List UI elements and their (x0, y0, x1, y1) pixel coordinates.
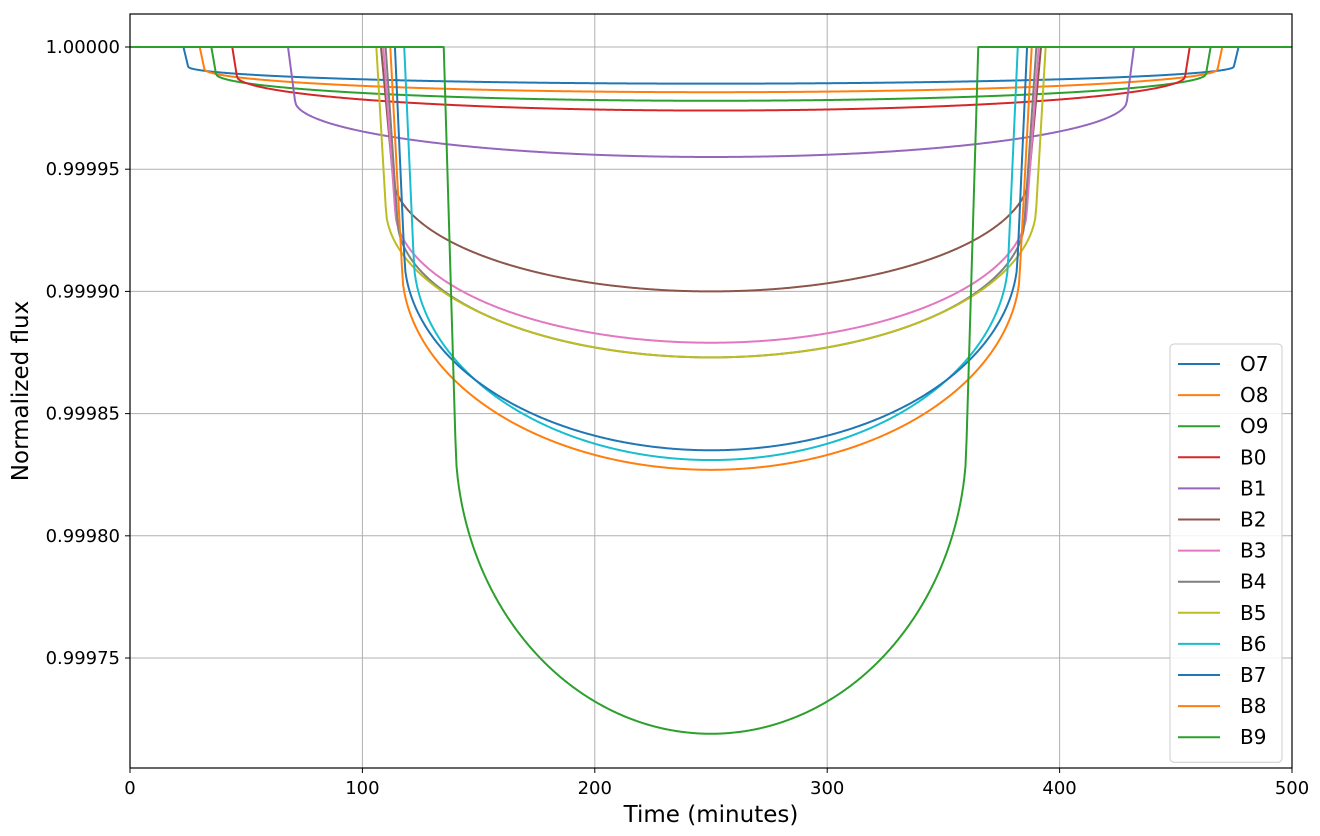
x-tick-label: 100 (345, 778, 379, 799)
series-line-b0 (130, 46, 1292, 112)
series-line-b7 (130, 46, 1292, 452)
plot-frame (129, 13, 1293, 769)
legend: O7 O8 O9 B0 B1 B2 B3 B4 B5 B6 B7 B8 B9 (1169, 343, 1283, 763)
series-line-b9 (130, 46, 1292, 735)
x-tick-label: 0 (124, 778, 135, 799)
y-tick-label: 0.99980 (46, 526, 120, 547)
legend-label: B9 (1240, 725, 1266, 749)
legend-label: B5 (1240, 601, 1266, 625)
legend-label: B3 (1240, 539, 1266, 563)
y-tick-label: 0.99975 (46, 648, 120, 669)
legend-label: B8 (1240, 694, 1266, 718)
legend-label: O8 (1240, 383, 1268, 407)
y-tick-label: 0.99995 (46, 159, 120, 180)
legend-label: B4 (1240, 570, 1266, 594)
x-tick-label: 500 (1275, 778, 1309, 799)
series-line-o7 (130, 46, 1292, 85)
legend-label: O9 (1240, 414, 1268, 438)
series-layer (130, 46, 1292, 735)
x-tick-label: 300 (810, 778, 844, 799)
series-line-o9 (130, 46, 1292, 102)
legend-label: B2 (1240, 508, 1266, 532)
grid (129, 14, 1293, 768)
x-tick-label: 400 (1042, 778, 1076, 799)
y-axis-label: Normalized flux (8, 301, 34, 481)
series-line-b1 (130, 46, 1292, 158)
legend-label: B6 (1240, 632, 1266, 656)
series-line-b6 (130, 46, 1292, 462)
y-tick-label: 0.99985 (46, 404, 120, 425)
legend-label: B1 (1240, 476, 1266, 500)
x-axis-label: Time (minutes) (623, 802, 799, 828)
x-tick-label: 200 (578, 778, 612, 799)
y-tick-label: 0.99990 (46, 281, 120, 302)
series-line-o8 (130, 46, 1292, 94)
legend-box (1169, 343, 1283, 763)
legend-label: B0 (1240, 445, 1266, 469)
y-tick-label: 1.00000 (46, 37, 120, 58)
y-axis-ticks: 0.99975 0.99980 0.99985 0.99990 0.99995 1.000… (46, 37, 130, 669)
x-axis-ticks: 0 100 200 300 400 500 (124, 768, 1309, 799)
legend-label: B7 (1240, 663, 1266, 687)
legend-label: O7 (1240, 352, 1268, 376)
